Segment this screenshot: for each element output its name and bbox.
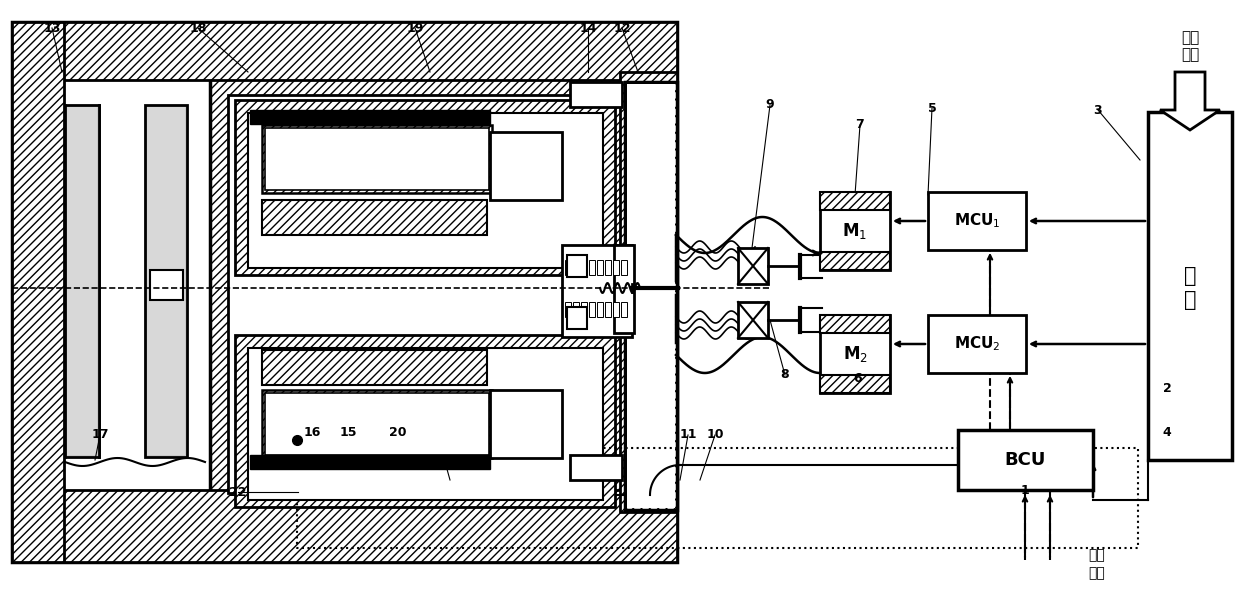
Bar (614, 245, 634, 333)
Bar (573, 260, 579, 275)
Text: 4: 4 (1163, 426, 1172, 438)
Text: 2: 2 (1163, 382, 1172, 395)
Bar (820, 315, 890, 393)
Bar (582, 260, 587, 275)
Bar (738, 302, 768, 338)
Bar (236, 335, 615, 507)
Polygon shape (1159, 72, 1220, 130)
Text: 18: 18 (190, 22, 207, 35)
Bar (621, 302, 627, 317)
Text: 电力: 电力 (1180, 47, 1199, 63)
Bar (928, 315, 1025, 373)
Text: 13: 13 (43, 22, 61, 35)
Bar (67, 107, 97, 455)
Text: 7: 7 (856, 118, 864, 132)
Bar (565, 260, 570, 275)
Bar (596, 302, 603, 317)
Bar (248, 113, 603, 268)
Bar (262, 350, 487, 385)
Bar (265, 128, 489, 190)
Bar (265, 393, 489, 455)
Text: 整车: 整车 (1180, 30, 1199, 45)
Bar (490, 390, 562, 458)
Text: 8: 8 (781, 368, 790, 382)
Bar (570, 455, 622, 480)
Text: 6: 6 (853, 371, 862, 385)
Bar (582, 302, 587, 317)
Bar (567, 307, 587, 329)
Bar (150, 270, 184, 300)
Bar (621, 260, 627, 275)
Bar (589, 260, 595, 275)
Bar (589, 302, 595, 317)
Text: 20: 20 (389, 426, 407, 440)
Bar (928, 192, 1025, 250)
Text: MCU$_2$: MCU$_2$ (954, 335, 1001, 353)
Text: 12: 12 (614, 22, 631, 35)
Bar (820, 252, 890, 270)
Bar (236, 100, 615, 275)
Bar (210, 65, 625, 520)
Bar (959, 430, 1092, 490)
Bar (148, 107, 185, 455)
Text: 22: 22 (229, 486, 247, 499)
Bar (250, 455, 490, 469)
Text: 10: 10 (707, 429, 724, 441)
Text: 3: 3 (1094, 103, 1102, 117)
Bar (1148, 112, 1233, 460)
Bar (262, 125, 492, 193)
Text: 17: 17 (92, 429, 109, 441)
Bar (64, 105, 99, 457)
Bar (12, 22, 64, 562)
Text: M$_2$: M$_2$ (842, 344, 868, 364)
Text: 15: 15 (340, 426, 357, 440)
Bar (228, 95, 606, 493)
Text: MCU$_1$: MCU$_1$ (954, 212, 1001, 230)
Bar (250, 110, 490, 124)
Text: BCU: BCU (1004, 451, 1045, 469)
Bar (613, 260, 619, 275)
Text: 21: 21 (436, 456, 454, 468)
Text: 16: 16 (304, 426, 321, 440)
Bar (627, 84, 675, 508)
Bar (12, 22, 677, 80)
Bar (570, 82, 622, 107)
Bar (596, 260, 603, 275)
Text: 11: 11 (680, 429, 697, 441)
Bar (490, 132, 562, 200)
Text: M$_1$: M$_1$ (842, 221, 868, 241)
Bar (565, 302, 570, 317)
Bar (567, 255, 587, 277)
Bar (820, 192, 890, 270)
Text: 电
池: 电 池 (1184, 266, 1197, 310)
Bar (145, 105, 187, 457)
Text: 5: 5 (928, 102, 936, 114)
Bar (820, 192, 890, 210)
Bar (605, 260, 611, 275)
Bar (248, 348, 603, 500)
Text: 14: 14 (579, 22, 596, 35)
Text: 9: 9 (765, 99, 774, 111)
Bar (620, 72, 677, 512)
Bar (820, 315, 890, 333)
Bar (262, 390, 492, 458)
Bar (613, 302, 619, 317)
Bar (738, 248, 768, 284)
Text: 制动: 制动 (1087, 548, 1105, 562)
Bar (625, 82, 677, 510)
Bar (605, 302, 611, 317)
Bar (573, 302, 579, 317)
Text: 19: 19 (407, 22, 424, 35)
Bar (562, 245, 632, 337)
Bar (12, 490, 677, 562)
Bar (12, 22, 677, 562)
Bar (262, 200, 487, 235)
Bar (820, 375, 890, 393)
Text: 1: 1 (1021, 484, 1029, 496)
Text: 信号: 信号 (1087, 566, 1105, 580)
Bar (30, 55, 660, 527)
